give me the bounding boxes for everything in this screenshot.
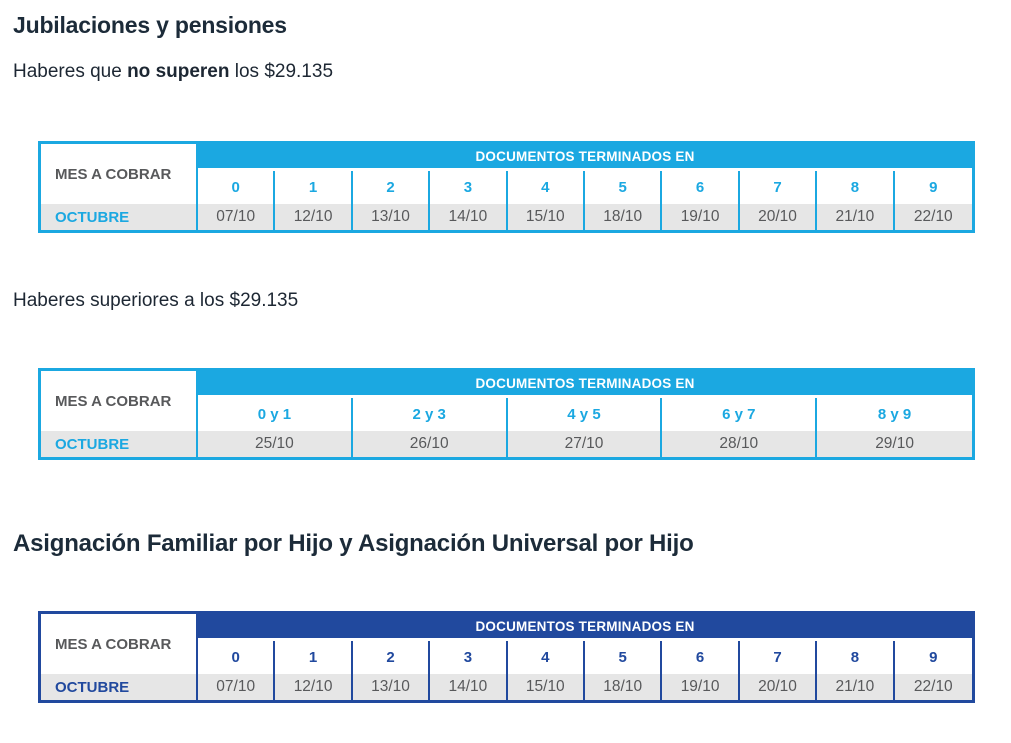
page-title: Jubilaciones y pensiones [13, 12, 287, 38]
payment-date-cell: 12/10 [275, 674, 353, 700]
payment-date-cell: 21/10 [817, 674, 895, 700]
doc-ending-header: 1 [275, 171, 353, 204]
section-title-asignaciones: Asignación Familiar por Hijo y Asignació… [13, 530, 694, 557]
table-asignacion-familiar-universal: MES A COBRAR DOCUMENTOS TERMINADOS EN 0 1 2 3… [38, 611, 975, 703]
doc-ending-header: 2 y 3 [352, 398, 508, 431]
table-jubilaciones-superiores-29135: MES A COBRAR DOCUMENTOS TERMINADOS EN 0 y … [38, 368, 975, 460]
doc-ending-header: 2 [352, 641, 431, 674]
doc-ending-header: 0 y 1 [198, 398, 353, 431]
month-column-header: MES A COBRAR [41, 371, 198, 431]
payment-date-cell: 13/10 [352, 674, 431, 700]
payment-date-cell: 26/10 [352, 431, 508, 457]
doc-ending-header: 7 [739, 171, 818, 204]
doc-ending-header: 5 [585, 641, 663, 674]
payment-date-cell: 29/10 [817, 431, 972, 457]
payment-date-cell: 14/10 [430, 674, 508, 700]
doc-ending-header: 3 [430, 171, 508, 204]
payment-date-cell: 13/10 [352, 204, 431, 230]
doc-ending-header: 9 [894, 641, 972, 674]
doc-ending-header: 2 [352, 171, 431, 204]
payment-date-cell: 15/10 [507, 204, 585, 230]
payment-date-cell: 19/10 [662, 674, 740, 700]
payment-date-cell: 21/10 [817, 204, 895, 230]
doc-ending-header: 6 [662, 171, 740, 204]
doc-ending-header: 4 [507, 171, 585, 204]
payment-date-cell: 22/10 [894, 204, 972, 230]
payment-date-cell: 25/10 [198, 431, 353, 457]
payment-date-cell: 20/10 [739, 204, 818, 230]
doc-ending-header: 4 [507, 641, 585, 674]
doc-ending-header: 0 [198, 171, 276, 204]
payment-date-cell: 20/10 [739, 674, 818, 700]
docs-terminados-header: DOCUMENTOS TERMINADOS EN [198, 371, 972, 398]
month-value-cell: OCTUBRE [41, 204, 198, 230]
doc-ending-header: 8 [817, 171, 895, 204]
doc-ending-header: 0 [198, 641, 276, 674]
payment-date-cell: 15/10 [507, 674, 585, 700]
payment-date-cell: 12/10 [275, 204, 353, 230]
doc-ending-header: 8 y 9 [817, 398, 972, 431]
month-value-cell: OCTUBRE [41, 431, 198, 457]
doc-ending-header: 6 y 7 [662, 398, 818, 431]
doc-ending-header: 6 [662, 641, 740, 674]
payment-date-cell: 14/10 [430, 204, 508, 230]
month-column-header: MES A COBRAR [41, 144, 198, 204]
payment-date-cell: 07/10 [198, 204, 276, 230]
payment-date-cell: 27/10 [507, 431, 663, 457]
doc-ending-header: 9 [894, 171, 972, 204]
subtitle-text-post: los $29.135 [229, 61, 334, 82]
payment-date-cell: 22/10 [894, 674, 972, 700]
payment-date-cell: 18/10 [585, 674, 663, 700]
payment-date-cell: 07/10 [198, 674, 276, 700]
subtitle-text-pre: Haberes que [13, 61, 128, 82]
doc-ending-header: 3 [430, 641, 508, 674]
doc-ending-header: 1 [275, 641, 353, 674]
subtitle-haberes-no-superen: Haberes que no superen los $29.135 [13, 61, 333, 83]
docs-terminados-header: DOCUMENTOS TERMINADOS EN [198, 614, 972, 641]
table-jubilaciones-hasta-29135: MES A COBRAR DOCUMENTOS TERMINADOS EN 0 1 2 3… [38, 141, 975, 233]
month-value-cell: OCTUBRE [41, 674, 198, 700]
payment-date-cell: 18/10 [585, 204, 663, 230]
payment-date-cell: 28/10 [662, 431, 818, 457]
subtitle-haberes-superiores: Haberes superiores a los $29.135 [13, 290, 299, 311]
doc-ending-header: 5 [585, 171, 663, 204]
month-column-header: MES A COBRAR [41, 614, 198, 674]
subtitle-text-bold: no superen [127, 61, 230, 82]
doc-ending-header: 4 y 5 [507, 398, 663, 431]
doc-ending-header: 7 [739, 641, 818, 674]
doc-ending-header: 8 [817, 641, 895, 674]
payment-date-cell: 19/10 [662, 204, 740, 230]
docs-terminados-header: DOCUMENTOS TERMINADOS EN [198, 144, 972, 171]
